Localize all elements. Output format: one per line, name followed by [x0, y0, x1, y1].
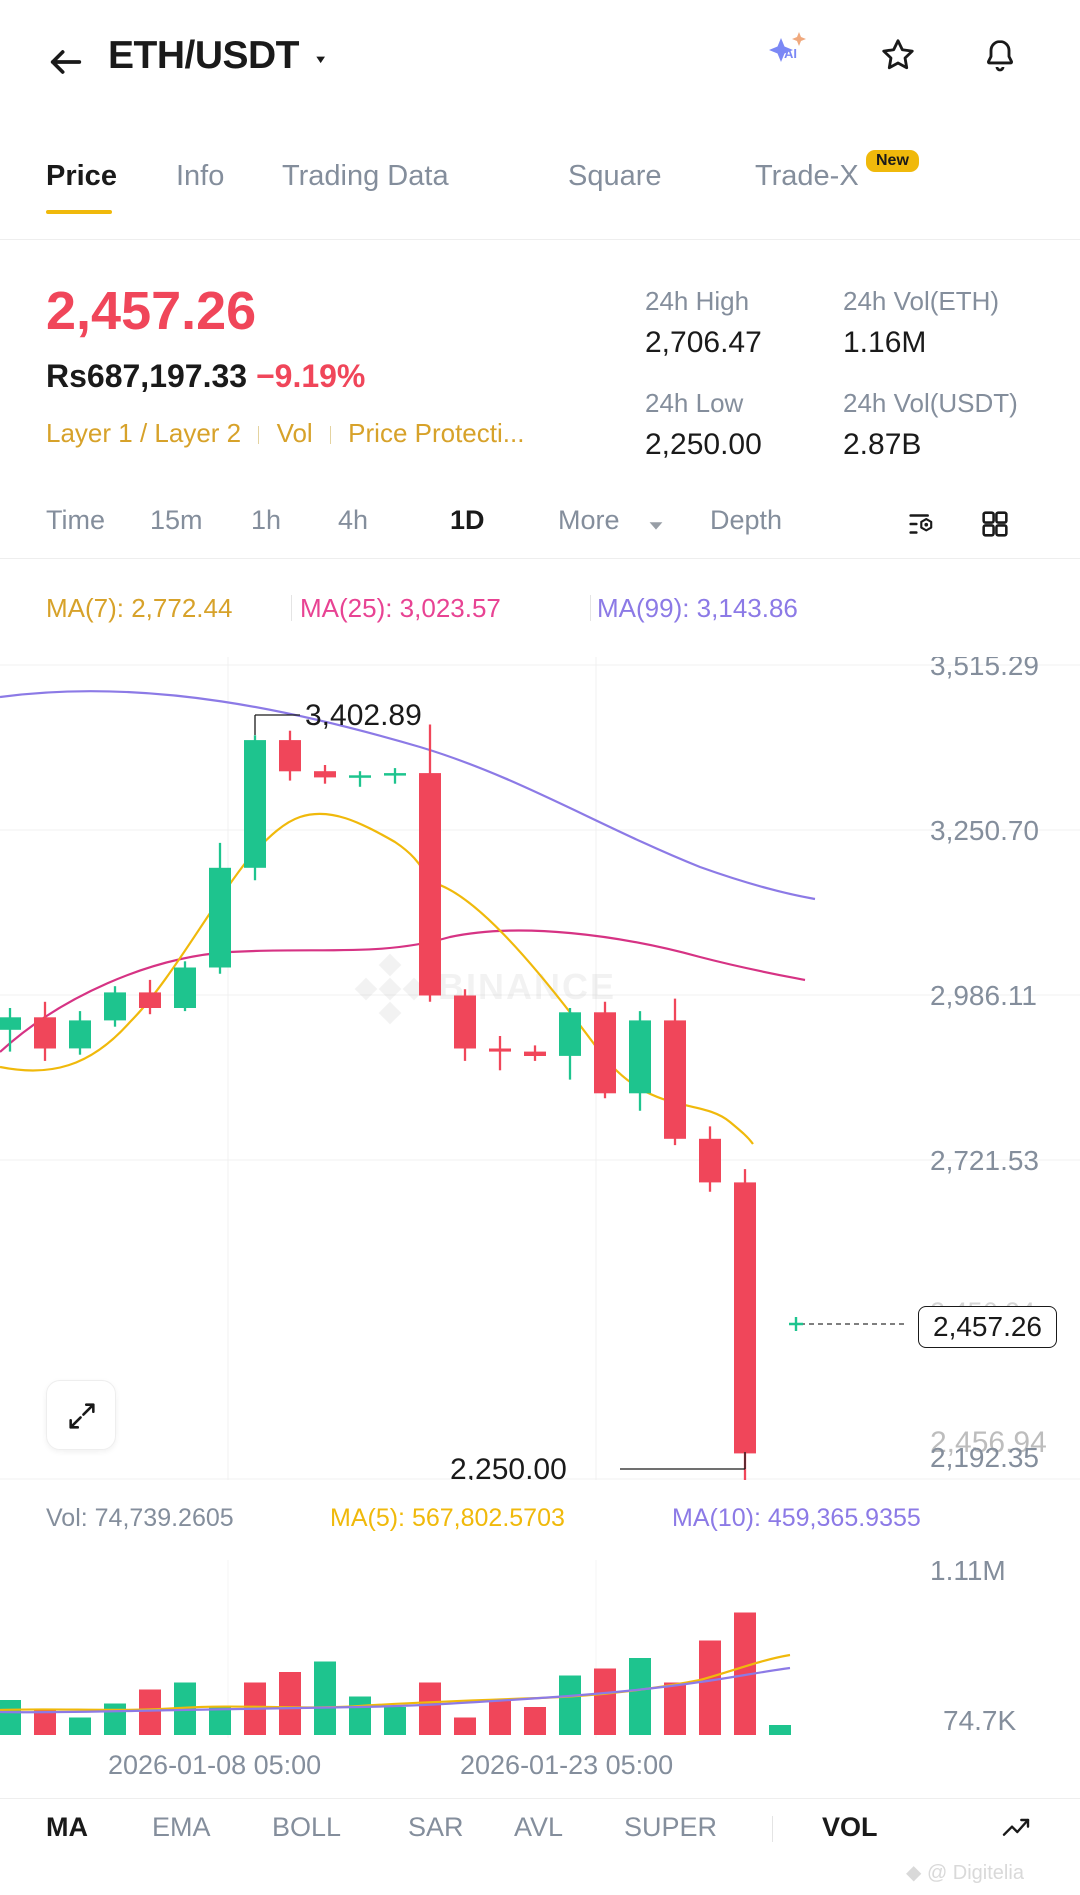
svg-text:2,721.53: 2,721.53 — [930, 1145, 1039, 1176]
svg-text:AI: AI — [784, 46, 797, 61]
svg-text:1.11M: 1.11M — [930, 1560, 1006, 1586]
svg-text:74.7K: 74.7K — [943, 1705, 1016, 1736]
svg-text:3,515.29: 3,515.29 — [930, 657, 1039, 681]
svg-text:3,402.89: 3,402.89 — [305, 699, 422, 732]
svg-text:3,250.70: 3,250.70 — [930, 815, 1039, 846]
svg-text:2,250.00: 2,250.00 — [450, 1453, 567, 1480]
svg-text:2,986.11: 2,986.11 — [930, 980, 1037, 1011]
svg-text:2,192.35: 2,192.35 — [930, 1442, 1039, 1473]
